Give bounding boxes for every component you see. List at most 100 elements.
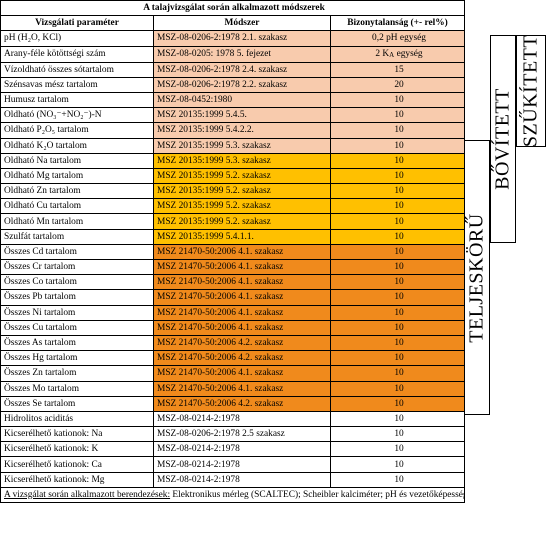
parameter-cell: Arany-féle kötöttségi szám (0, 45, 154, 63)
header-parameter: Vizsgálati paraméter (0, 15, 154, 32)
table-row: Kicserélhető kationok: Ca MSZ-08-0214-2:1… (0, 456, 465, 473)
uncertainty-cell: 10 (330, 350, 465, 367)
parameter-cell: Oldható (NO₃⁻+NO₂⁻)-N (0, 107, 154, 124)
method-cell: MSZ-08-0206-2:1978 2.2. szakasz (153, 76, 331, 93)
parameter-cell: Összes Cr tartalom (0, 258, 154, 276)
uncertainty-cell: 10 (330, 395, 465, 412)
parameter-cell: Összes Zn tartalom (0, 365, 154, 382)
parameter-cell: Összes Hg tartalom (0, 350, 154, 367)
method-cell: MSZ 20135:1999 5.3. szakasz (153, 137, 331, 154)
uncertainty-cell: 10 (330, 334, 465, 352)
uncertainty-cell: 10 (330, 198, 465, 215)
uncertainty-cell: 10 (330, 319, 465, 336)
uncertainty-cell: 10 (330, 289, 465, 306)
parameter-cell: Oldható P₂O₅ tartalom (0, 122, 154, 139)
method-cell: MSZ 20135:1999 5.4.5. (153, 107, 331, 124)
header-uncertainty: Bizonytalanság (+- rel%) (330, 15, 465, 32)
parameter-cell: Kicserélhető kationok: Mg (0, 471, 154, 488)
method-cell: MSZ 21470-50:2006 4.1. szakasz (153, 274, 331, 291)
parameter-cell: Humusz tartalom (0, 91, 154, 109)
parameter-cell: Hidrolitos aciditás (0, 410, 154, 428)
uncertainty-cell: 10 (330, 410, 465, 428)
band-extended-label: BŐVÍTETT (491, 88, 514, 190)
method-cell: MSZ-08-0206-2:1978 2.1. szakasz (153, 30, 331, 47)
table-row: Összes Cd tartalom MSZ 21470-50:2006 4.1.… (0, 243, 465, 261)
method-cell: MSZ-08-0214-2:1978 (153, 471, 331, 488)
parameter-cell: Oldható Mn tartalom (0, 213, 154, 230)
method-cell: MSZ-08-0214-2:1978 (153, 410, 331, 428)
band-full-label: TELJESKÖRŰ (465, 212, 488, 343)
uncertainty-cell: 10 (330, 258, 465, 276)
parameter-cell: Szulfát tartalom (0, 228, 154, 245)
table-row: pH (H₂O, KCl) MSZ-08-0206-2:1978 2.1. sza… (0, 30, 465, 47)
parameter-cell: Oldható Zn tartalom (0, 183, 154, 200)
uncertainty-cell: 10 (330, 274, 465, 291)
method-cell: MSZ 20135:1999 5.2. szakasz (153, 213, 331, 230)
parameter-cell: Összes Cd tartalom (0, 243, 154, 261)
table-row: Hidrolitos aciditás MSZ-08-0214-2:1978 10 (0, 410, 465, 428)
uncertainty-cell: 10 (330, 91, 465, 109)
method-cell: MSZ 21470-50:2006 4.2. szakasz (153, 334, 331, 352)
table-row: Összes Zn tartalom MSZ 21470-50:2006 4.1.… (0, 365, 465, 382)
footnote-lead: A vizsgálat során alkalmazott berendezés… (4, 489, 171, 500)
uncertainty-cell: 10 (330, 426, 465, 443)
table-row: Oldható Zn tartalom MSZ 20135:1999 5.2. s… (0, 183, 465, 200)
method-cell: MSZ 21470-50:2006 4.1. szakasz (153, 380, 331, 397)
method-cell: MSZ 21470-50:2006 4.1. szakasz (153, 319, 331, 336)
table-row: Összes Mo tartalom MSZ 21470-50:2006 4.1.… (0, 380, 465, 397)
parameter-cell: Összes Cu tartalom (0, 319, 154, 336)
parameter-cell: pH (H₂O, KCl) (0, 30, 154, 47)
uncertainty-cell: 10 (330, 213, 465, 230)
parameter-cell: Vízoldható összes sótartalom (0, 61, 154, 78)
table-row: Oldható K₂O tartalom MSZ 20135:1999 5.3. … (0, 137, 465, 154)
method-cell: MSZ 20135:1999 5.2. szakasz (153, 167, 331, 185)
method-cell: MSZ 21470-50:2006 4.2. szakasz (153, 350, 331, 367)
table-row: Oldható (NO₃⁻+NO₂⁻)-N MSZ 20135:1999 5.4.… (0, 107, 465, 124)
table-body: pH (H₂O, KCl) MSZ-08-0206-2:1978 2.1. sza… (0, 30, 465, 488)
table-row: Vízoldható összes sótartalom MSZ-08-0206-… (0, 61, 465, 78)
equipment-footnote: A vizsgálat során alkalmazott berendezés… (0, 486, 465, 504)
uncertainty-cell: 10 (330, 471, 465, 488)
band-narrowed-label: SZŰKÍTETT (519, 34, 542, 148)
method-cell: MSZ-08-0214-2:1978 (153, 441, 331, 458)
table-row: Humusz tartalom MSZ-08-0452:1980 10 (0, 91, 465, 109)
parameter-cell: Oldható Cu tartalom (0, 198, 154, 215)
parameter-cell: Összes Co tartalom (0, 274, 154, 291)
uncertainty-cell: 0,2 pH egység (330, 30, 465, 47)
parameter-cell: Oldható Mg tartalom (0, 167, 154, 185)
table-row: Összes As tartalom MSZ 21470-50:2006 4.2.… (0, 334, 465, 352)
table-row: Oldható Cu tartalom MSZ 20135:1999 5.2. s… (0, 198, 465, 215)
uncertainty-cell: 10 (330, 152, 465, 169)
method-cell: MSZ-08-0206-2:1978 2.4. szakasz (153, 61, 331, 78)
uncertainty-cell: 10 (330, 456, 465, 473)
parameter-cell: Összes Ni tartalom (0, 304, 154, 321)
uncertainty-cell: 10 (330, 228, 465, 245)
uncertainty-cell: 10 (330, 243, 465, 261)
method-cell: MSZ-08-0214-2:1978 (153, 456, 331, 473)
footnote-text: Elektronikus mérleg (SCALTEC); Scheibler… (172, 489, 465, 500)
table-row: Szulfát tartalom MSZ 20135:1999 5.4.1.1. 1… (0, 228, 465, 245)
parameter-cell: Összes As tartalom (0, 334, 154, 352)
uncertainty-cell: 10 (330, 183, 465, 200)
method-cell: MSZ 21470-50:2006 4.1. szakasz (153, 365, 331, 382)
method-cell: MSZ 20135:1999 5.4.2.2. (153, 122, 331, 139)
table-row: Oldható Mg tartalom MSZ 20135:1999 5.2. s… (0, 167, 465, 185)
method-cell: MSZ 21470-50:2006 4.1. szakasz (153, 258, 331, 276)
table-row: Összes Ni tartalom MSZ 21470-50:2006 4.1.… (0, 304, 465, 321)
method-cell: MSZ-08-0205: 1978 5. fejezet (153, 45, 331, 63)
method-cell: MSZ 20135:1999 5.4.1.1. (153, 228, 331, 245)
table-row: Összes Pb tartalom MSZ 21470-50:2006 4.1.… (0, 289, 465, 306)
table-title: A talajvizsgálat során alkalmazott módsz… (0, 0, 465, 17)
uncertainty-cell: 10 (330, 107, 465, 124)
method-cell: MSZ 21470-50:2006 4.2. szakasz (153, 395, 331, 412)
uncertainty-cell: 10 (330, 380, 465, 397)
method-cell: MSZ 20135:1999 5.3. szakasz (153, 152, 331, 169)
method-cell: MSZ-08-0206-2:1978 2.5 szakasz (153, 426, 331, 443)
table-row: Kicserélhető kationok: Na MSZ-08-0206-2:1… (0, 426, 465, 443)
uncertainty-cell: 10 (330, 137, 465, 154)
uncertainty-cell: 10 (330, 365, 465, 382)
table-row: Összes Co tartalom MSZ 21470-50:2006 4.1.… (0, 274, 465, 291)
band-narrowed: SZŰKÍTETT (516, 35, 546, 147)
uncertainty-cell: 2 KA egység (330, 45, 465, 63)
